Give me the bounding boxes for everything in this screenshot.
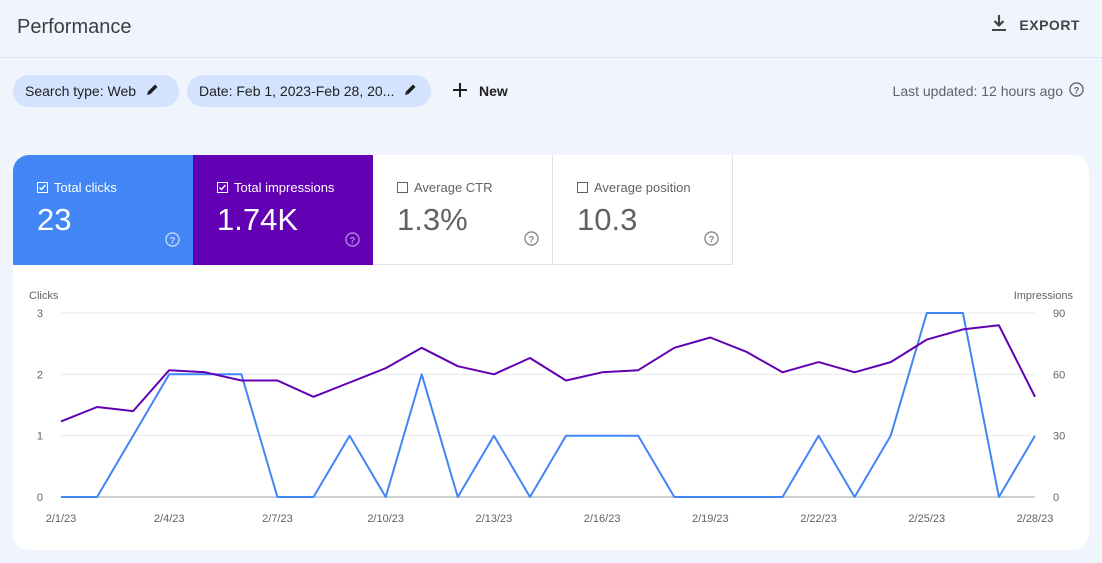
help-icon[interactable]: ? (165, 232, 180, 252)
y-left-tick-label: 2 (37, 369, 43, 381)
new-filter-label: New (479, 83, 508, 99)
search-type-chip[interactable]: Search type: Web (13, 75, 179, 107)
y-left-tick-label: 0 (37, 492, 43, 504)
search-type-label: Search type: Web (25, 83, 137, 99)
metric-label: Total clicks (54, 180, 117, 195)
metric-value: 10.3 (577, 202, 638, 237)
date-range-label: Date: Feb 1, 2023-Feb 28, 20... (199, 83, 395, 99)
last-updated-text: Last updated: 12 hours ago (892, 83, 1063, 99)
y-left-tick-label: 3 (37, 308, 43, 320)
page-title: Performance (17, 16, 132, 38)
x-tick-label: 2/7/23 (262, 513, 293, 525)
svg-text:?: ? (709, 234, 715, 244)
x-tick-label: 2/22/23 (800, 513, 837, 525)
help-icon[interactable]: ? (345, 232, 360, 252)
checkbox-checked-icon[interactable] (217, 182, 228, 193)
metric-average-ctr[interactable]: Average CTR 1.3% ? (373, 155, 553, 265)
checkbox-checked-icon[interactable] (37, 182, 48, 193)
help-icon[interactable]: ? (1069, 82, 1084, 100)
y-right-tick-label: 30 (1053, 431, 1065, 443)
performance-card: Total clicks 23 ? Total impressions 1.74… (13, 155, 1089, 550)
x-tick-label: 2/28/23 (1017, 513, 1054, 525)
x-tick-label: 2/10/23 (367, 513, 404, 525)
metric-label: Average position (594, 180, 691, 195)
metric-label: Total impressions (234, 180, 335, 195)
date-range-chip[interactable]: Date: Feb 1, 2023-Feb 28, 20... (187, 75, 431, 107)
top-bar: Performance EXPORT (0, 0, 1102, 58)
metric-label: Average CTR (414, 180, 493, 195)
svg-text:?: ? (350, 235, 356, 245)
y-left-tick-label: 1 (37, 431, 43, 443)
metric-value: 1.74K (217, 202, 299, 237)
metric-average-position[interactable]: Average position 10.3 ? (553, 155, 733, 265)
new-filter-button[interactable]: New (453, 82, 508, 100)
help-icon[interactable]: ? (524, 231, 539, 251)
svg-text:?: ? (529, 234, 535, 244)
svg-text:?: ? (170, 235, 176, 245)
x-tick-label: 2/1/23 (46, 513, 77, 525)
x-tick-label: 2/16/23 (584, 513, 621, 525)
y-right-tick-label: 60 (1053, 369, 1065, 381)
clicks-series-line (61, 312, 1036, 498)
metric-total-clicks[interactable]: Total clicks 23 ? (13, 155, 193, 265)
export-button[interactable]: EXPORT (991, 14, 1080, 35)
export-label: EXPORT (1019, 16, 1080, 33)
y-right-axis-title: Impressions (1014, 290, 1074, 302)
last-updated: Last updated: 12 hours ago ? (893, 82, 1084, 100)
download-icon (991, 14, 1007, 35)
x-tick-label: 2/4/23 (154, 513, 185, 525)
y-right-tick-label: 90 (1053, 308, 1065, 320)
metric-value: 1.3% (397, 202, 468, 237)
impressions-series-line (60, 324, 1036, 423)
x-tick-label: 2/13/23 (476, 513, 513, 525)
checkbox-unchecked-icon[interactable] (577, 182, 588, 193)
help-icon[interactable]: ? (704, 231, 719, 251)
x-tick-label: 2/25/23 (908, 513, 945, 525)
metric-value: 23 (37, 202, 72, 237)
metric-total-impressions[interactable]: Total impressions 1.74K ? (193, 155, 373, 265)
y-right-tick-label: 0 (1053, 492, 1059, 504)
edit-icon[interactable] (404, 83, 417, 99)
plus-icon (453, 82, 467, 100)
y-left-axis-title: Clicks (29, 290, 59, 302)
edit-icon[interactable] (146, 83, 159, 99)
checkbox-unchecked-icon[interactable] (397, 182, 408, 193)
x-tick-label: 2/19/23 (692, 513, 729, 525)
svg-text:?: ? (1074, 85, 1080, 95)
filter-bar: Search type: Web Date: Feb 1, 2023-Feb 2… (13, 75, 508, 107)
